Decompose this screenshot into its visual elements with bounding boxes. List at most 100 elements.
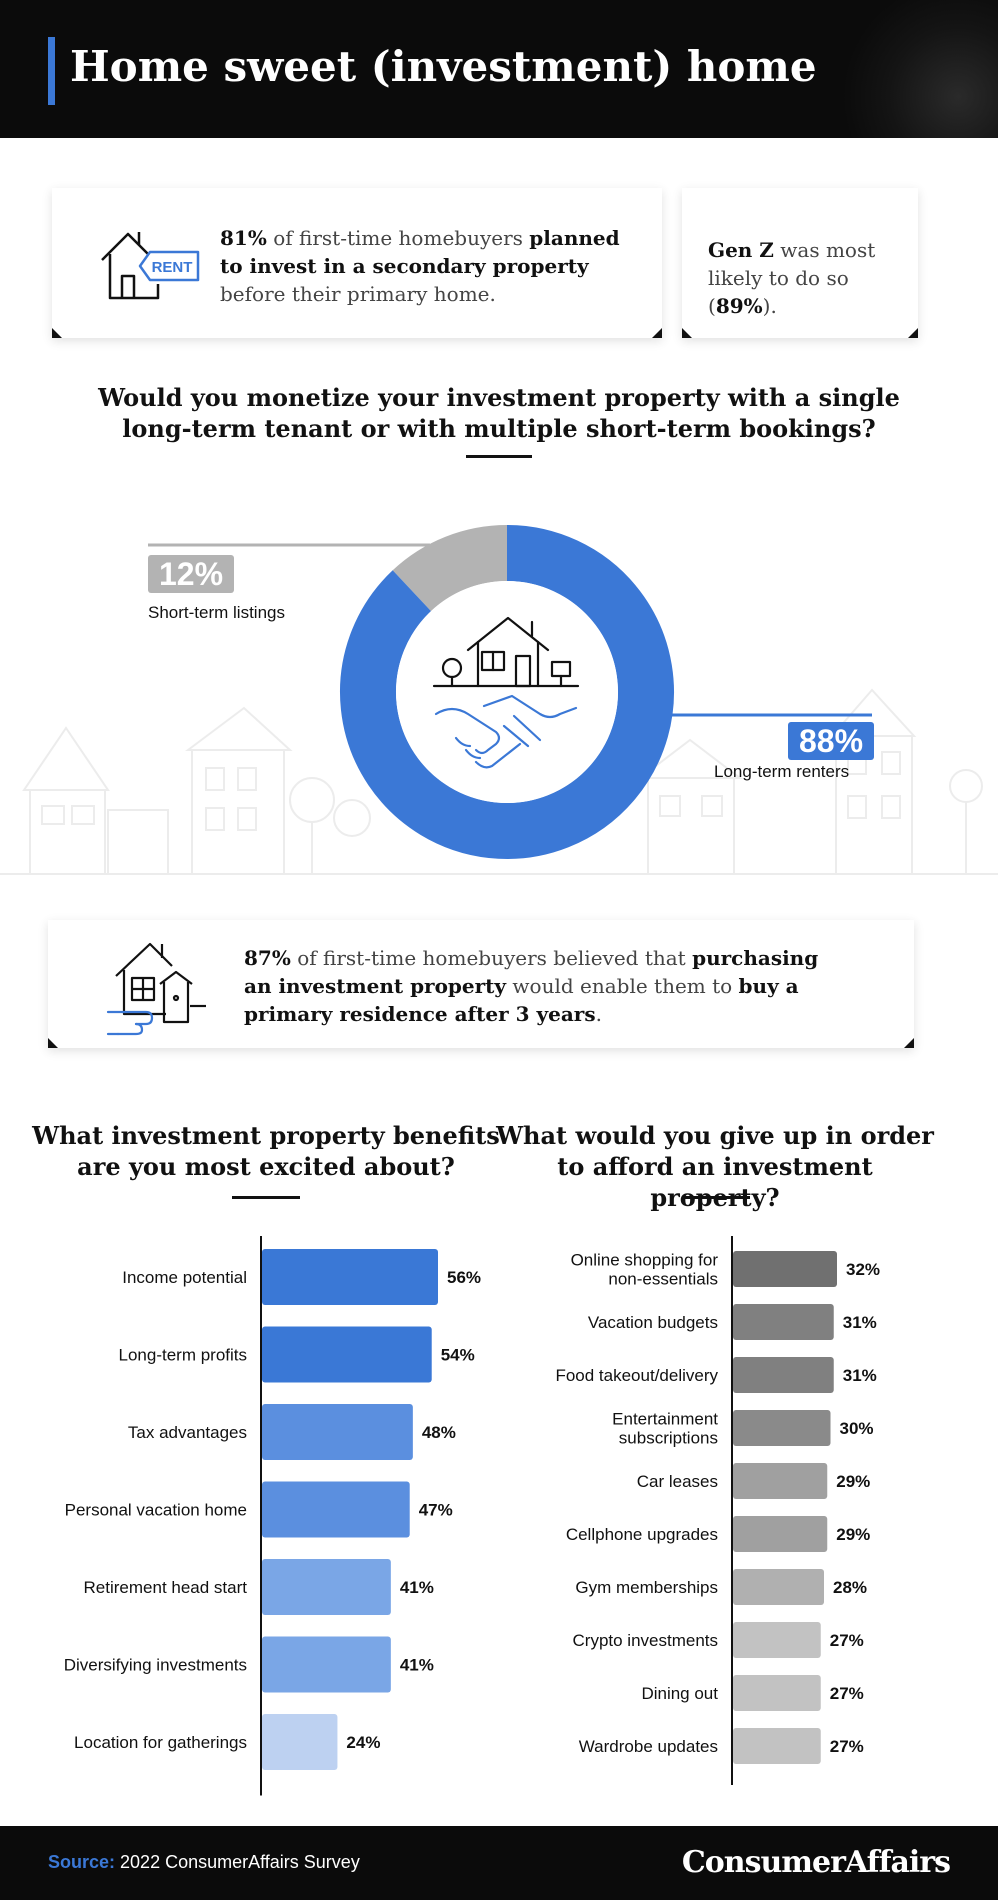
bar-label: Food takeout/delivery — [555, 1366, 718, 1385]
giveup-question-line-2: to afford an investment property? — [557, 1152, 873, 1212]
bar — [262, 1404, 413, 1460]
donut-question-line-1: Would you monetize your investment prope… — [98, 383, 900, 412]
bar-value-label: 29% — [836, 1472, 870, 1491]
benefits-question-line-1: What investment property benefits — [32, 1121, 500, 1150]
donut-slice-long-term — [340, 525, 674, 859]
bar — [733, 1304, 834, 1340]
brand-logo: ConsumerAffairs — [681, 1845, 951, 1880]
bar-value-label: 47% — [419, 1501, 453, 1520]
bar — [733, 1357, 834, 1393]
bar-value-label: 27% — [830, 1631, 864, 1650]
bar-label: Online shopping for — [571, 1251, 719, 1270]
donut-chart — [0, 525, 998, 875]
stat-card-gen-z: Gen Z was most likely to do so (89%). — [682, 188, 918, 338]
bar-label: Location for gatherings — [74, 1733, 247, 1752]
bar-value-label: 54% — [441, 1346, 475, 1365]
house-hand-icon — [106, 942, 206, 1036]
bar-label: Wardrobe updates — [579, 1737, 718, 1756]
long-term-value: 88% — [788, 722, 874, 760]
bar — [733, 1463, 828, 1499]
bar — [733, 1410, 831, 1446]
card-corner — [682, 328, 692, 338]
bar-value-label: 27% — [830, 1737, 864, 1756]
header-decoration — [838, 0, 998, 138]
card-corner — [48, 1038, 58, 1048]
short-term-label: Short-term listings — [148, 603, 285, 622]
card-corner — [904, 1038, 914, 1048]
benefits-bar-chart: Income potential 56% Long-term profits 54% T… — [64, 1236, 481, 1796]
card-corner — [652, 328, 662, 338]
bar — [733, 1569, 824, 1605]
svg-text:RENT: RENT — [152, 259, 193, 276]
stat-text-87: 87% of first-time homebuyers believed th… — [244, 946, 819, 1026]
bar-label: Personal vacation home — [65, 1501, 247, 1520]
bar — [262, 1481, 410, 1538]
donut-hole — [396, 581, 618, 803]
footer: Source: 2022 ConsumerAffairs Survey Cons… — [0, 1826, 998, 1900]
giveup-question-underline — [682, 1196, 750, 1199]
stat-text-gen-z: Gen Z was most likely to do so (89%). — [708, 238, 876, 318]
bar-label: non-essentials — [608, 1270, 718, 1289]
stat-text-81: 81% of first-time homebuyers planned to … — [220, 226, 620, 306]
donut-question-underline — [466, 455, 532, 458]
bar-label: Long-term profits — [119, 1346, 248, 1365]
bar-value-label: 31% — [843, 1313, 877, 1332]
bar — [733, 1728, 821, 1764]
source-text: 2022 ConsumerAffairs Survey — [115, 1852, 360, 1872]
bar-value-label: 41% — [400, 1578, 434, 1597]
page-title: Home sweet (investment) home — [70, 42, 817, 91]
bar — [262, 1636, 391, 1693]
benefits-question: What investment property benefits are yo… — [20, 1120, 512, 1182]
bar-value-label: 24% — [346, 1733, 380, 1752]
bar-label: Tax advantages — [128, 1423, 247, 1442]
giveup-question-line-1: What would you give up in order — [496, 1121, 934, 1150]
benefits-question-underline — [232, 1196, 300, 1199]
benefits-question-line-2: are you most excited about? — [77, 1152, 455, 1181]
bar-value-label: 41% — [400, 1656, 434, 1675]
bar — [262, 1249, 438, 1305]
bar-value-label: 28% — [833, 1578, 867, 1597]
house-handshake-icon — [432, 616, 580, 769]
bar-value-label: 48% — [422, 1423, 456, 1442]
bar-label: Dining out — [641, 1684, 718, 1703]
bar-value-label: 56% — [447, 1268, 481, 1287]
stat-card-primary-residence: 87% of first-time homebuyers believed th… — [48, 920, 914, 1048]
bar-label: Diversifying investments — [64, 1656, 247, 1675]
donut-question-line-2: long-term tenant or with multiple short-… — [122, 414, 876, 443]
bar-value-label: 29% — [836, 1525, 870, 1544]
bar-label: Car leases — [637, 1472, 718, 1491]
card-corner — [52, 328, 62, 338]
stat-card-first-time-buyers: RENT 81% of first-time homebuyers planne… — [52, 188, 662, 338]
bar-label: Income potential — [122, 1268, 247, 1287]
donut-slice-short-term — [392, 525, 508, 612]
bar-label: Cellphone upgrades — [566, 1525, 718, 1544]
bar-value-label: 32% — [846, 1260, 880, 1279]
header-banner: Home sweet (investment) home — [0, 0, 998, 138]
bar-value-label: 30% — [840, 1419, 874, 1438]
source-note: Source: 2022 ConsumerAffairs Survey — [48, 1852, 360, 1873]
bar-label: Retirement head start — [84, 1578, 248, 1597]
source-label: Source: — [48, 1852, 116, 1872]
long-term-label: Long-term renters — [714, 762, 850, 781]
donut-question: Would you monetize your investment prope… — [60, 382, 938, 444]
giveup-question: What would you give up in order to affor… — [494, 1120, 936, 1213]
bar — [262, 1559, 391, 1615]
short-term-value: 12% — [148, 555, 234, 593]
bar — [733, 1516, 828, 1552]
bar — [262, 1326, 432, 1383]
bar-value-label: 31% — [843, 1366, 877, 1385]
bar-label: subscriptions — [619, 1429, 718, 1448]
title-accent-bar — [48, 37, 55, 105]
bar — [733, 1622, 821, 1658]
bar-value-label: 27% — [830, 1684, 864, 1703]
bar — [262, 1714, 338, 1770]
bar-label: Vacation budgets — [588, 1313, 718, 1332]
bar-label: Entertainment — [612, 1410, 718, 1429]
rent-house-icon: RENT — [101, 232, 200, 300]
bar-label: Gym memberships — [575, 1578, 718, 1597]
bar — [733, 1251, 837, 1287]
bar — [733, 1675, 821, 1711]
card-corner — [908, 328, 918, 338]
bar-label: Crypto investments — [573, 1631, 719, 1650]
